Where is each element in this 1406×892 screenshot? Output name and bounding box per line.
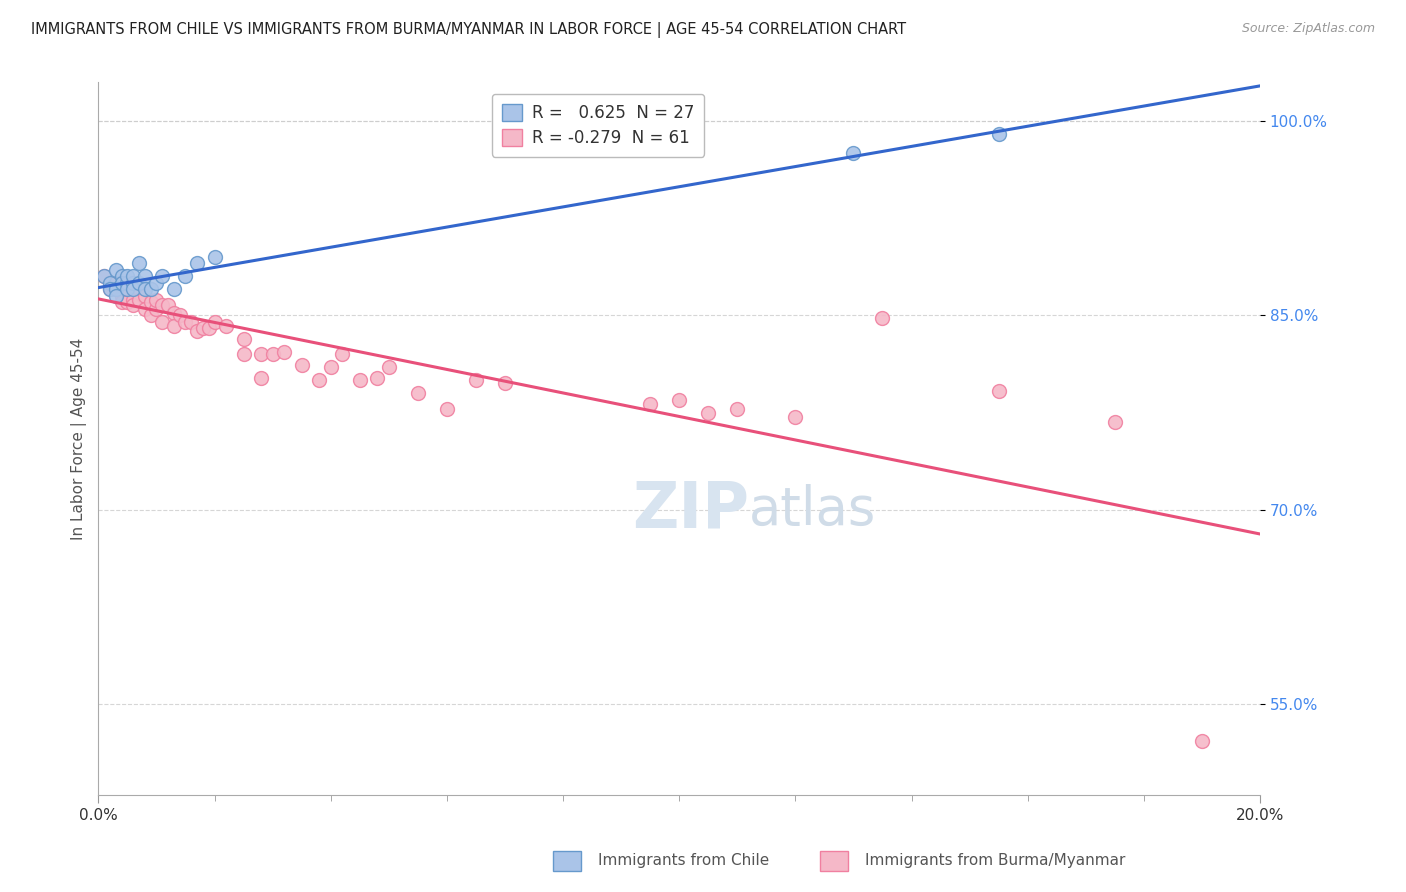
Point [128, 276, 150, 290]
Point [308, 373, 330, 387]
Legend: R =   0.625  N = 27, R = -0.279  N = 61: R = 0.625 N = 27, R = -0.279 N = 61 [492, 94, 704, 157]
Point [104, 289, 127, 303]
Point [139, 309, 162, 323]
Point [150, 315, 173, 329]
Point [163, 306, 186, 320]
Point [134, 282, 156, 296]
Point [98, 276, 121, 290]
Point [98, 282, 121, 296]
Point [262, 347, 284, 361]
Text: IMMIGRANTS FROM CHILE VS IMMIGRANTS FROM BURMA/MYANMAR IN LABOR FORCE | AGE 45-5: IMMIGRANTS FROM CHILE VS IMMIGRANTS FROM… [31, 22, 905, 38]
Point [330, 347, 353, 361]
Point [104, 263, 127, 277]
Point [169, 309, 191, 323]
Point [117, 269, 139, 284]
Point [93, 269, 115, 284]
Point [291, 358, 314, 372]
Point [273, 344, 295, 359]
Point [122, 293, 145, 307]
Point [139, 295, 162, 310]
Point [1191, 734, 1213, 748]
Point [232, 332, 254, 346]
Text: Immigrants from Burma/Myanmar: Immigrants from Burma/Myanmar [865, 854, 1125, 868]
Point [204, 250, 226, 264]
Text: atlas: atlas [749, 484, 876, 536]
Point [145, 276, 167, 290]
Point [145, 301, 167, 316]
Point [163, 282, 186, 296]
Point [134, 289, 156, 303]
Point [117, 276, 139, 290]
Point [250, 347, 273, 361]
Point [232, 347, 254, 361]
Point [110, 289, 132, 303]
Point [134, 269, 156, 284]
Point [697, 406, 720, 420]
Point [186, 256, 208, 270]
Point [174, 315, 197, 329]
Point [366, 370, 388, 384]
Point [378, 360, 401, 375]
Point [104, 282, 127, 296]
Point [117, 276, 139, 290]
Point [842, 146, 865, 161]
Point [987, 127, 1010, 141]
Point [494, 376, 516, 390]
Point [122, 298, 145, 312]
Point [191, 321, 214, 335]
Point [150, 269, 173, 284]
Point [186, 324, 208, 338]
Point [128, 282, 150, 296]
Point [117, 295, 139, 310]
Point [150, 298, 173, 312]
Point [785, 409, 807, 424]
Point [117, 282, 139, 296]
Point [1104, 415, 1126, 429]
Point [725, 401, 748, 416]
Point [145, 293, 167, 307]
Point [638, 396, 661, 410]
Y-axis label: In Labor Force | Age 45-54: In Labor Force | Age 45-54 [72, 337, 87, 540]
Point [464, 373, 486, 387]
Text: Source: ZipAtlas.com: Source: ZipAtlas.com [1241, 22, 1375, 36]
Point [98, 276, 121, 290]
Point [128, 293, 150, 307]
Point [98, 282, 121, 296]
Point [250, 370, 273, 384]
Point [122, 282, 145, 296]
Point [104, 276, 127, 290]
Point [668, 392, 690, 407]
Text: ZIP: ZIP [631, 479, 749, 541]
Point [93, 269, 115, 284]
Point [122, 276, 145, 290]
Point [122, 269, 145, 284]
Point [110, 276, 132, 290]
Text: Immigrants from Chile: Immigrants from Chile [598, 854, 769, 868]
Point [349, 373, 371, 387]
Point [319, 360, 342, 375]
Point [197, 321, 219, 335]
Point [436, 401, 458, 416]
Point [110, 269, 132, 284]
Point [128, 256, 150, 270]
Point [104, 282, 127, 296]
Point [163, 318, 186, 333]
Point [872, 310, 894, 325]
Point [122, 276, 145, 290]
Point [215, 318, 238, 333]
Point [134, 301, 156, 316]
Point [110, 276, 132, 290]
Point [110, 295, 132, 310]
Point [157, 298, 180, 312]
Point [117, 282, 139, 296]
Point [987, 384, 1010, 398]
Point [139, 282, 162, 296]
Point [174, 269, 197, 284]
Point [406, 386, 429, 401]
Point [204, 315, 226, 329]
Point [180, 315, 202, 329]
